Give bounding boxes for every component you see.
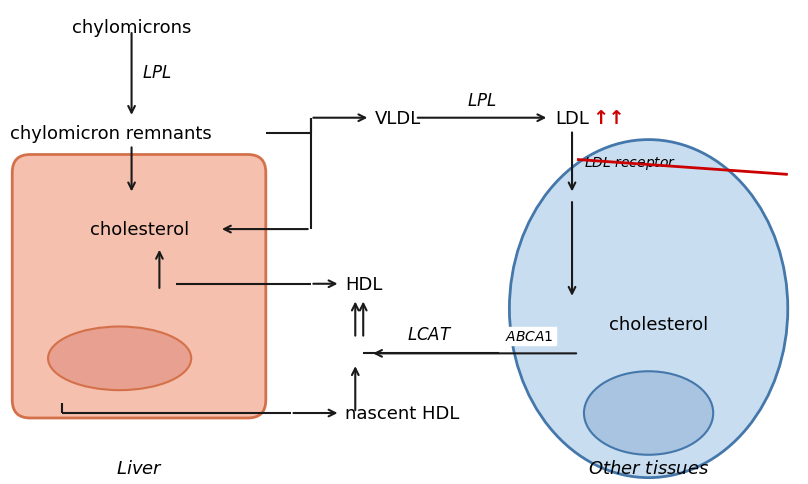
Text: chylomicron remnants: chylomicron remnants bbox=[11, 124, 212, 142]
Text: nascent HDL: nascent HDL bbox=[345, 404, 460, 422]
Text: VLDL: VLDL bbox=[375, 109, 422, 127]
Text: $\it{LPL}$: $\it{LPL}$ bbox=[141, 64, 171, 82]
Text: $\it{LDL\ receptor}$: $\it{LDL\ receptor}$ bbox=[584, 154, 676, 172]
Ellipse shape bbox=[509, 140, 788, 478]
Ellipse shape bbox=[584, 372, 713, 455]
Text: cholesterol: cholesterol bbox=[90, 221, 189, 239]
Text: HDL: HDL bbox=[345, 275, 383, 293]
Text: LDL: LDL bbox=[555, 109, 589, 127]
Text: $\it{LPL}$: $\it{LPL}$ bbox=[467, 91, 496, 109]
Text: ↑↑: ↑↑ bbox=[592, 109, 625, 128]
Text: $\it{ABCA1}$: $\it{ABCA1}$ bbox=[505, 330, 553, 344]
Text: cholesterol: cholesterol bbox=[609, 315, 708, 333]
Text: $\it{Other\ tissues}$: $\it{Other\ tissues}$ bbox=[588, 459, 709, 477]
Text: chylomicrons: chylomicrons bbox=[72, 19, 191, 37]
Text: $\it{Liver}$: $\it{Liver}$ bbox=[116, 459, 163, 477]
FancyBboxPatch shape bbox=[12, 155, 266, 418]
Ellipse shape bbox=[48, 327, 191, 390]
Text: $\it{LCAT}$: $\it{LCAT}$ bbox=[407, 326, 452, 344]
